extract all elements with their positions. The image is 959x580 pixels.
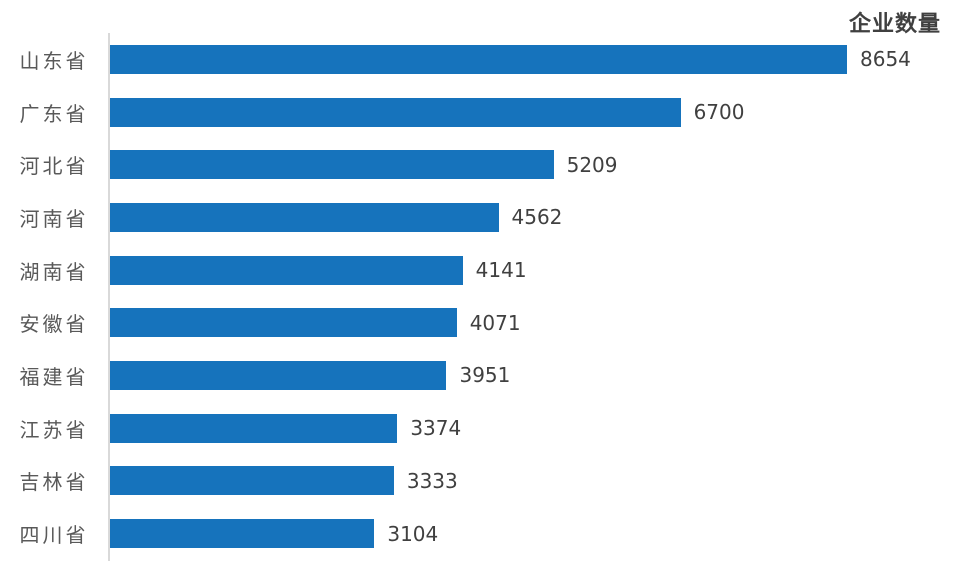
- category-label: 四川省: [19, 523, 89, 548]
- bar-track: 5209: [108, 138, 959, 191]
- bar-track: 3951: [108, 349, 959, 402]
- value-label: 3333: [406, 468, 458, 493]
- bar: [110, 150, 554, 180]
- bar-track: 4141: [108, 244, 959, 297]
- value-label: 4141: [475, 258, 527, 283]
- bar-row: 河北省 5209: [0, 138, 959, 191]
- category-label: 山东省: [19, 48, 89, 73]
- value-label: 3374: [410, 416, 462, 441]
- bar-track: 6700: [108, 86, 959, 139]
- bar-row: 四川省 3104: [0, 507, 959, 560]
- bar-track: 3374: [108, 402, 959, 455]
- bar: [110, 97, 681, 127]
- bar: [110, 360, 447, 390]
- chart-title: 企业数量: [848, 12, 941, 37]
- value-label: 4071: [469, 310, 521, 335]
- category-label: 江苏省: [19, 417, 89, 442]
- bar: [110, 413, 398, 443]
- bar: [110, 308, 457, 338]
- value-label: 3951: [459, 363, 511, 388]
- bar-track: 3104: [108, 507, 959, 560]
- category-label: 福建省: [19, 364, 89, 389]
- bar: [110, 255, 463, 285]
- bar: [110, 466, 394, 496]
- bar-row: 江苏省 3374: [0, 402, 959, 455]
- bar: [110, 202, 499, 232]
- bar-row: 福建省 3951: [0, 349, 959, 402]
- category-axis-line: [108, 33, 110, 561]
- bar-row: 安徽省 4071: [0, 296, 959, 349]
- bar-row: 河南省 4562: [0, 191, 959, 244]
- value-label: 4562: [511, 205, 563, 230]
- category-label: 河北省: [19, 154, 89, 179]
- bar: [110, 519, 375, 549]
- bar-row: 山东省 8654: [0, 33, 959, 86]
- category-label: 河南省: [19, 206, 89, 231]
- category-label: 广东省: [19, 101, 89, 126]
- bar-track: 3333: [108, 455, 959, 508]
- value-label: 3104: [387, 521, 439, 546]
- bar: [110, 44, 847, 74]
- category-label: 湖南省: [19, 259, 89, 284]
- value-label: 6700: [693, 100, 745, 125]
- category-label: 吉林省: [19, 470, 89, 495]
- bar-track: 4071: [108, 296, 959, 349]
- bar-row: 湖南省 4141: [0, 244, 959, 297]
- value-label: 5209: [566, 152, 618, 177]
- bar-row: 吉林省 3333: [0, 455, 959, 508]
- bar-track: 4562: [108, 191, 959, 244]
- bar-row: 广东省 6700: [0, 86, 959, 139]
- value-label: 8654: [860, 47, 911, 72]
- category-label: 安徽省: [19, 312, 89, 337]
- bar-track: 8654: [108, 33, 959, 86]
- plot-area: 山东省 8654 广东省 6700 河北省 5209 河南省 4562 湖南省 …: [0, 33, 959, 560]
